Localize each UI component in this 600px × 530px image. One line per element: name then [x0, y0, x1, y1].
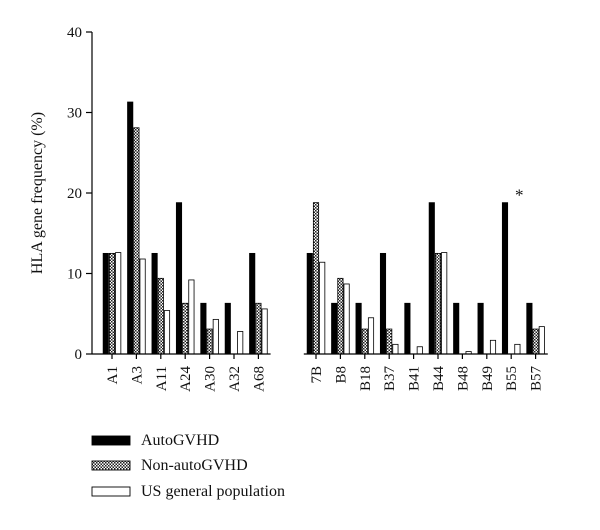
bar-autogvhd-b48: [453, 302, 460, 355]
x-tick-label-a24: A24: [178, 366, 194, 392]
legend-swatch-us-general-population: [91, 486, 131, 497]
x-tick-label-a11: A11: [154, 366, 170, 391]
bar-autogvhd-7b: [306, 252, 313, 355]
bar-us-general-population-a1: [115, 252, 122, 355]
bar-autogvhd-b41: [404, 302, 411, 355]
bar-us-general-population-a11: [163, 310, 171, 355]
x-tick-label-b8: B8: [333, 366, 349, 384]
y-tick-label: 0: [75, 347, 83, 363]
bar-autogvhd-b37: [379, 252, 387, 355]
bar-us-general-population-7b: [319, 261, 326, 355]
significance-marker: *: [515, 186, 524, 205]
bar-us-general-population-b57: [538, 326, 545, 355]
bar-us-general-population-a3: [139, 258, 146, 355]
x-tick-label-b48: B48: [455, 366, 471, 391]
bar-non-autogvhd-b37: [386, 328, 393, 355]
bar-non-autogvhd-a68: [255, 302, 262, 355]
x-tick-label-b18: B18: [358, 366, 374, 391]
bar-us-general-population-a68: [261, 308, 268, 355]
bar-non-autogvhd-a30: [206, 328, 213, 355]
bar-non-autogvhd-b8: [337, 277, 344, 355]
bar-autogvhd-a32: [224, 302, 231, 355]
y-tick-label: 40: [67, 25, 82, 41]
bar-autogvhd-a30: [200, 302, 207, 355]
bar-autogvhd-b49: [477, 302, 484, 355]
x-tick-label-a1: A1: [105, 366, 121, 384]
y-tick-label: 20: [67, 186, 82, 202]
y-tick-label: 10: [67, 267, 82, 283]
bar-non-autogvhd-b57: [532, 328, 539, 355]
legend: AutoGVHD Non-autoGVHD US general populatio…: [91, 432, 285, 500]
bar-us-general-population-b8: [343, 283, 350, 355]
legend-label-autogvhd: AutoGVHD: [141, 432, 219, 449]
bar-autogvhd-b8: [331, 302, 338, 355]
bar-autogvhd-b18: [355, 302, 362, 355]
bar-autogvhd-a24: [175, 202, 183, 355]
x-tick-label-b41: B41: [407, 366, 423, 391]
x-tick-label-b44: B44: [431, 366, 447, 392]
x-tick-label-b37: B37: [382, 366, 398, 392]
bar-non-autogvhd-a3: [133, 127, 140, 355]
legend-swatch-non-autogvhd: [91, 460, 131, 471]
bar-autogvhd-b44: [428, 202, 435, 355]
x-tick-label-7b: 7B: [309, 366, 325, 384]
x-tick-label-b55: B55: [504, 366, 520, 391]
bar-non-autogvhd-a1: [108, 252, 116, 355]
bar-non-autogvhd-b18: [361, 328, 368, 355]
bar-us-general-population-b41: [416, 346, 423, 355]
legend-swatch-autogvhd: [91, 435, 131, 446]
bar-non-autogvhd-7b: [312, 202, 320, 355]
bar-autogvhd-a1: [102, 252, 109, 355]
bar-us-general-population-a32: [237, 331, 244, 355]
bar-us-general-population-a30: [212, 318, 219, 355]
bar-autogvhd-b57: [526, 302, 533, 355]
y-axis-label: HLA gene frequency (%): [29, 112, 46, 274]
x-tick-label-a68: A68: [251, 366, 267, 392]
bar-us-general-population-b49: [489, 339, 497, 355]
bar-autogvhd-a3: [127, 101, 134, 355]
x-tick-label-a3: A3: [129, 366, 145, 384]
bar-autogvhd-a68: [249, 252, 256, 355]
plot-area: 0 10 20 30 40 A1 A3 A11 A24 A30 A32 A68 7B B8 B18 B37 B4…: [67, 25, 548, 392]
x-tick-label-a30: A30: [203, 366, 219, 392]
bar-us-general-population-b55: [514, 343, 521, 355]
bar-us-general-population-b18: [367, 317, 375, 355]
legend-label-us-general-population: US general population: [141, 483, 285, 500]
bar-non-autogvhd-a24: [182, 302, 189, 355]
legend-label-non-autogvhd: Non-autoGVHD: [141, 457, 248, 474]
bar-us-general-population-b37: [392, 343, 399, 355]
bar-autogvhd-a11: [151, 252, 158, 355]
bar-us-general-population-b44: [441, 252, 448, 355]
x-tick-label-b49: B49: [480, 366, 496, 391]
x-tick-label-a32: A32: [227, 366, 243, 392]
x-tick-label-b57: B57: [529, 366, 545, 392]
y-tick-label: 30: [67, 106, 82, 122]
bar-us-general-population-a24: [188, 279, 195, 355]
bar-autogvhd-b55: [501, 202, 509, 355]
bar-non-autogvhd-b44: [434, 252, 442, 355]
bar-non-autogvhd-a11: [157, 277, 164, 355]
